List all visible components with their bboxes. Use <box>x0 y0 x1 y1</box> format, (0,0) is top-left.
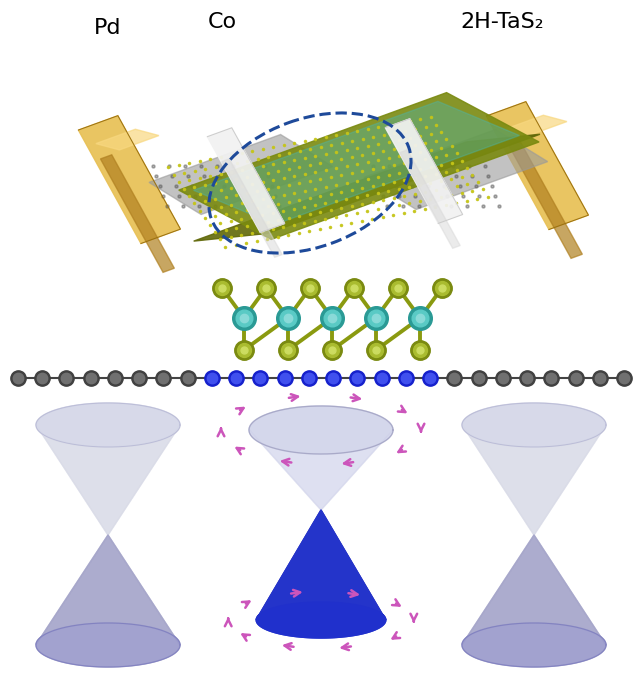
Text: 2H-TaS₂: 2H-TaS₂ <box>460 12 544 32</box>
Polygon shape <box>207 128 284 233</box>
Polygon shape <box>194 134 540 241</box>
Polygon shape <box>221 159 282 257</box>
Polygon shape <box>462 403 606 447</box>
Polygon shape <box>364 129 548 209</box>
Polygon shape <box>256 510 386 638</box>
Polygon shape <box>249 406 393 454</box>
Polygon shape <box>462 535 606 645</box>
Polygon shape <box>249 430 393 510</box>
Polygon shape <box>194 101 519 224</box>
Polygon shape <box>462 623 606 667</box>
Polygon shape <box>149 135 333 214</box>
Polygon shape <box>36 403 180 447</box>
Polygon shape <box>256 510 386 620</box>
Polygon shape <box>178 92 539 239</box>
Polygon shape <box>36 535 180 667</box>
Polygon shape <box>256 602 386 638</box>
Polygon shape <box>504 115 567 136</box>
Polygon shape <box>100 155 175 273</box>
Polygon shape <box>487 102 589 229</box>
Polygon shape <box>96 129 159 150</box>
Polygon shape <box>400 150 460 248</box>
Polygon shape <box>508 141 582 258</box>
Polygon shape <box>462 424 606 535</box>
Text: Co: Co <box>207 12 236 32</box>
Polygon shape <box>36 535 180 645</box>
Polygon shape <box>462 535 606 667</box>
Text: Pd: Pd <box>94 18 122 38</box>
Polygon shape <box>249 406 393 510</box>
Polygon shape <box>36 403 180 535</box>
Polygon shape <box>78 116 180 243</box>
Polygon shape <box>385 119 463 223</box>
Polygon shape <box>36 623 180 667</box>
Polygon shape <box>462 403 606 535</box>
Polygon shape <box>36 424 180 535</box>
